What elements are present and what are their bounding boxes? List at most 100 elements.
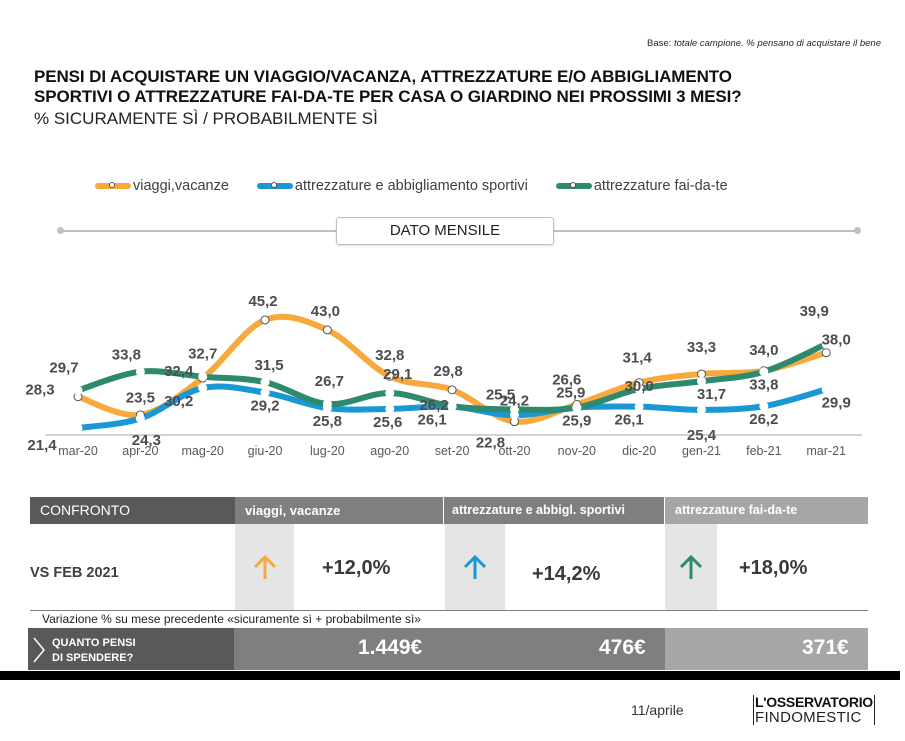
x-tick-label: mar-21 bbox=[806, 444, 846, 458]
data-label-sportivi: 26,2 bbox=[749, 411, 778, 428]
legend-swatch-viaggi bbox=[95, 182, 131, 189]
data-label-fai-da-te: 39,9 bbox=[800, 303, 829, 320]
data-label-fai-da-te: 31,5 bbox=[254, 357, 283, 374]
data-point-viaggi bbox=[322, 325, 332, 335]
base-note-text: totale campione. % pensano di acquistare… bbox=[673, 38, 881, 49]
timeline-end-dot bbox=[854, 227, 861, 234]
change-viaggi: +12,0% bbox=[322, 557, 391, 579]
page-number: 11/aprile bbox=[631, 702, 684, 718]
data-point-fai-da-te bbox=[634, 384, 644, 394]
data-label-viaggi: 31,4 bbox=[623, 350, 653, 367]
page-subtitle: % SICURAMENTE SÌ / PROBABILMENTE SÌ bbox=[34, 109, 378, 128]
data-point-viaggi bbox=[821, 348, 831, 358]
data-label-sportivi: 26,1 bbox=[615, 412, 644, 429]
data-label-viaggi: 38,0 bbox=[822, 332, 851, 349]
legend-label: attrezzature e abbigliamento sportivi bbox=[294, 178, 528, 194]
legend-swatch-fai-da-te bbox=[555, 182, 592, 189]
data-label-viaggi: 45,2 bbox=[248, 293, 277, 310]
data-label-viaggi: 24,3 bbox=[132, 432, 161, 449]
base-prefix: Base: bbox=[647, 38, 672, 49]
title-line-2: SPORTIVI O ATTREZZATURE FAI-DA-TE PER CA… bbox=[34, 87, 742, 106]
data-point-sportivi bbox=[385, 404, 395, 414]
data-point-fai-da-te bbox=[198, 372, 208, 382]
x-tick-label: gen-21 bbox=[682, 444, 721, 458]
arrow-up-icon bbox=[235, 524, 294, 610]
spending-sportivi: 476€ bbox=[599, 636, 646, 659]
data-point-fai-da-te bbox=[572, 403, 582, 413]
data-label-sportivi: 23,5 bbox=[126, 389, 155, 406]
header-viaggi: viaggi, vacanze bbox=[235, 497, 443, 524]
chevron-right-icon bbox=[33, 637, 45, 663]
data-point-sportivi bbox=[198, 383, 208, 393]
data-label-fai-da-te: 29,1 bbox=[383, 366, 412, 383]
title-line-1: PENSI DI ACQUISTARE UN VIAGGIO/VACANZA, … bbox=[34, 67, 732, 86]
data-label-viaggi: 32,8 bbox=[375, 347, 404, 364]
x-tick-label: mag-20 bbox=[182, 444, 224, 458]
spending-label-line-2: DI SPENDERE? bbox=[52, 652, 134, 664]
data-label-fai-da-te: 31,7 bbox=[697, 386, 726, 403]
data-label-fai-da-te: 26,2 bbox=[419, 397, 448, 414]
data-label-sportivi: 26,1 bbox=[417, 412, 446, 429]
data-label-viaggi: 34,0 bbox=[749, 342, 778, 359]
logo-bottom: FINDOMESTIC bbox=[755, 709, 862, 726]
spending-label-line-1: QUANTO PENSI bbox=[52, 637, 136, 649]
x-tick-label: lug-20 bbox=[310, 444, 345, 458]
legend-item-fai-da-te: attrezzature fai-da-te bbox=[555, 178, 728, 194]
data-point-fai-da-te bbox=[821, 339, 831, 349]
data-label-sportivi: 24,2 bbox=[500, 392, 529, 409]
timeline-start-dot bbox=[57, 227, 64, 234]
x-tick-label: set-20 bbox=[435, 444, 470, 458]
data-point-fai-da-te bbox=[385, 388, 395, 398]
data-label-sportivi: 25,8 bbox=[313, 413, 342, 430]
data-point-fai-da-te bbox=[260, 377, 270, 387]
change-fai-da-te: +18,0% bbox=[739, 557, 808, 579]
logo-top: L'OSSERVATORIO bbox=[755, 694, 873, 710]
data-point-sportivi bbox=[759, 401, 769, 411]
data-label-viaggi: 33,3 bbox=[687, 339, 716, 356]
data-label-sportivi: 29,2 bbox=[250, 398, 279, 415]
data-point-sportivi bbox=[634, 402, 644, 412]
data-label-fai-da-te: 25,5 bbox=[486, 386, 515, 403]
spending-right-bg bbox=[665, 628, 868, 670]
data-label-fai-da-te: 26,7 bbox=[315, 373, 344, 390]
legend-label: viaggi,vacanze bbox=[133, 178, 229, 194]
data-label-fai-da-te: 25,9 bbox=[556, 385, 585, 402]
timeline-line-right bbox=[553, 230, 855, 232]
timeline-line-left bbox=[62, 230, 337, 232]
data-point-fai-da-te bbox=[73, 385, 83, 395]
legend-swatch-sportivi bbox=[256, 182, 293, 189]
data-point-sportivi bbox=[135, 413, 145, 423]
data-label-fai-da-te: 29,7 bbox=[49, 359, 78, 376]
header-sportivi: attrezzature e abbigl. sportivi bbox=[444, 497, 664, 524]
spending-label: QUANTO PENSI DI SPENDERE? bbox=[52, 636, 136, 666]
data-label-sportivi: 29,9 bbox=[822, 394, 851, 411]
spending-viaggi: 1.449€ bbox=[358, 636, 423, 659]
row-label-vs-feb: VS FEB 2021 bbox=[30, 565, 119, 581]
data-point-sportivi bbox=[260, 388, 270, 398]
variation-note: Variazione % su mese precedente «sicuram… bbox=[42, 612, 421, 626]
data-point-viaggi bbox=[385, 371, 395, 381]
period-selector[interactable]: DATO MENSILE bbox=[336, 217, 554, 245]
data-point-sportivi bbox=[73, 423, 83, 433]
data-label-sportivi: 25,9 bbox=[562, 413, 591, 430]
legend-item-sportivi: attrezzature e abbigliamento sportivi bbox=[256, 178, 528, 194]
data-label-viaggi: 29,8 bbox=[433, 363, 462, 380]
x-tick-label: mar-20 bbox=[58, 444, 98, 458]
data-point-fai-da-te bbox=[697, 376, 706, 386]
data-point-fai-da-te bbox=[509, 404, 519, 414]
footer-bar bbox=[0, 671, 900, 680]
base-note: Base: totale campione. % pensano di acqu… bbox=[647, 38, 881, 49]
x-tick-label: giu-20 bbox=[248, 444, 283, 458]
spending-fai-da-te: 371€ bbox=[802, 636, 849, 659]
data-point-viaggi bbox=[260, 315, 270, 325]
legend-item-viaggi: viaggi,vacanze bbox=[95, 178, 229, 194]
x-tick-label: nov-20 bbox=[558, 444, 596, 458]
data-point-fai-da-te bbox=[135, 367, 145, 377]
data-point-sportivi bbox=[697, 405, 706, 415]
x-tick-label: apr-20 bbox=[122, 444, 158, 458]
data-label-fai-da-te: 32,7 bbox=[188, 346, 217, 363]
line-chart: mar-20 apr-20 mag-20 giu-20 lug-20 ago-20 set-… bbox=[25, 293, 862, 458]
data-label-viaggi: 43,0 bbox=[311, 303, 340, 320]
data-label-sportivi: 25,4 bbox=[687, 427, 717, 444]
data-point-fai-da-te bbox=[447, 401, 457, 411]
